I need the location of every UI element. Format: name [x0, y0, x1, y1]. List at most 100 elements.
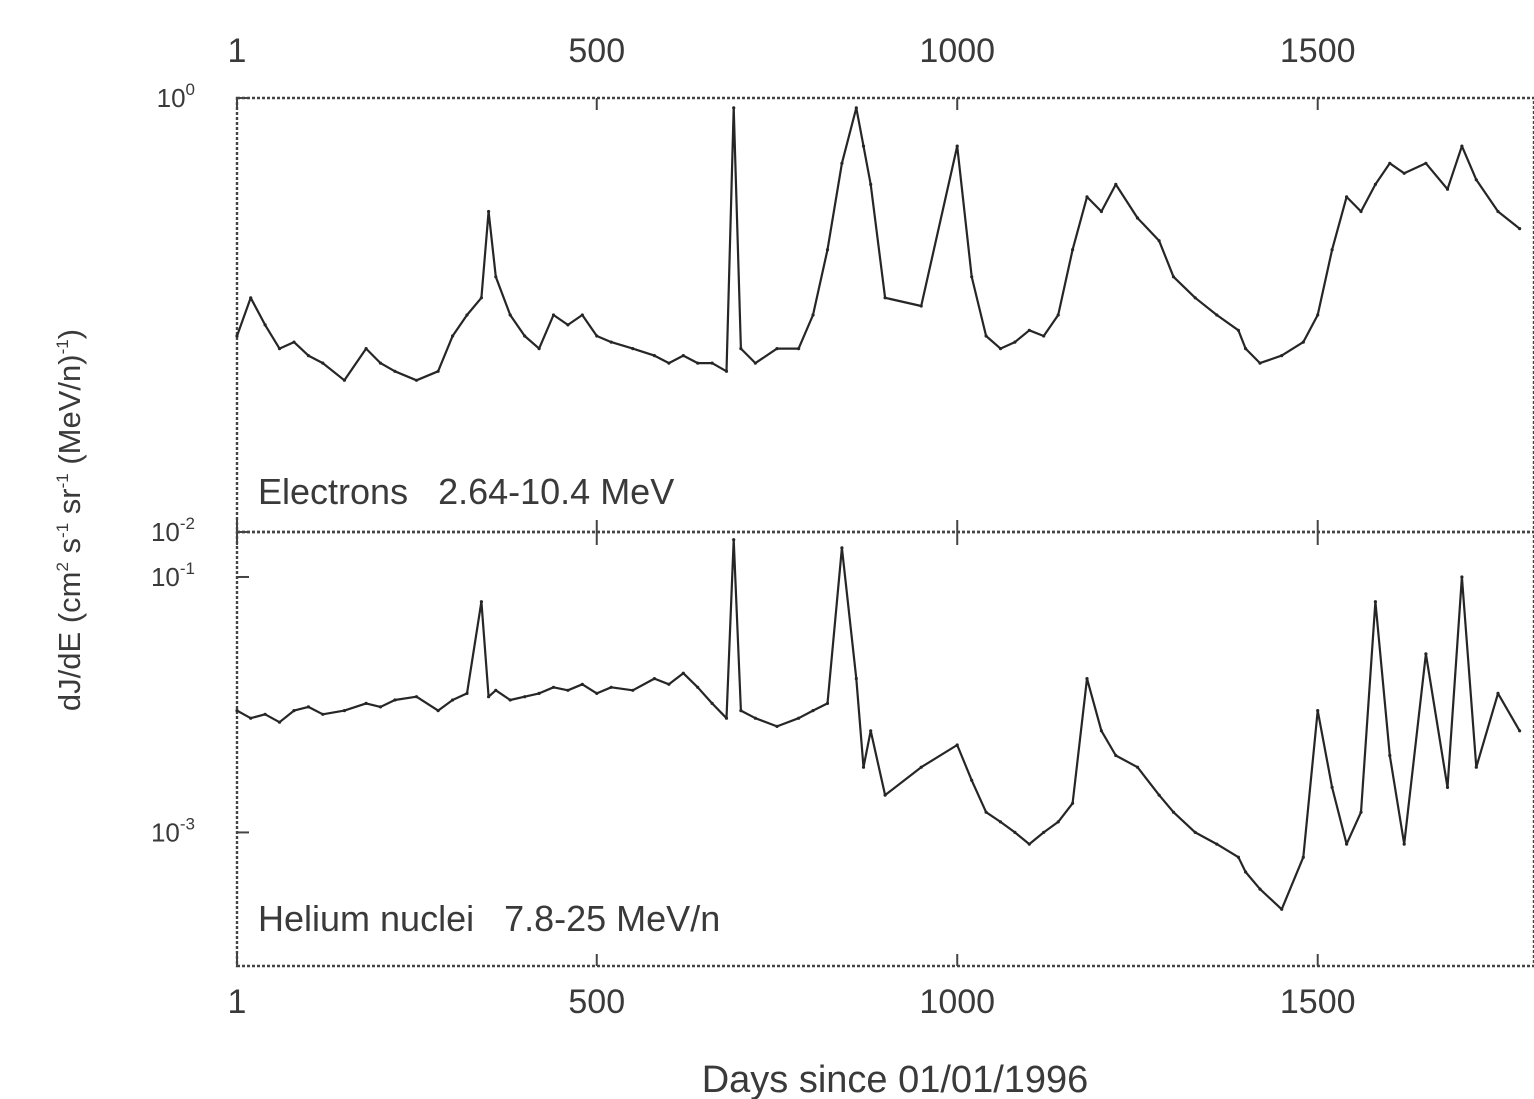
bottom-x-tick-label: 1: [228, 983, 247, 1021]
electrons-data-point: [710, 361, 714, 365]
y-axis-title: dJ/dE (cm2 s-1 sr-1 (MeV/n)-1): [52, 329, 87, 711]
helium-data-point: [1042, 830, 1046, 835]
helium-data-point: [739, 709, 743, 713]
electrons-data-point: [631, 347, 635, 351]
top-panel-frame: [235, 96, 1534, 534]
electrons-data-point: [494, 275, 498, 279]
electrons-data-point: [775, 347, 779, 351]
electrons-data-point: [436, 369, 440, 373]
electrons-data-point: [277, 347, 282, 351]
bottom-panel-frame: [235, 530, 1534, 968]
electrons-data-point: [1157, 239, 1161, 243]
electrons-y-tick-label: 100: [157, 80, 195, 113]
helium-data-point: [667, 682, 671, 686]
bottom-x-tick-label: 1000: [919, 983, 995, 1021]
electrons-data-point: [378, 361, 383, 365]
electrons-data-point: [1518, 227, 1522, 231]
electrons-data-point: [1496, 209, 1500, 214]
helium-data-point: [263, 712, 267, 716]
helium-data-point: [321, 712, 325, 716]
top-x-tick-labels: 1 500 1000 1500: [228, 32, 1356, 70]
helium-data-point: [1027, 842, 1031, 846]
electrons-data-point: [1402, 171, 1406, 175]
top-x-tick-label: 1000: [919, 32, 995, 70]
helium-data-point: [487, 695, 491, 699]
helium-data-point: [1135, 765, 1140, 769]
electrons-data-point: [811, 313, 815, 317]
helium-data-point: [775, 724, 779, 729]
helium-data-point: [292, 709, 296, 713]
helium-series: [235, 538, 1522, 911]
electrons-data-point: [667, 361, 671, 365]
electrons-data-point: [732, 106, 736, 110]
electrons-data-point: [1359, 209, 1363, 214]
electrons-data-point: [797, 347, 801, 351]
helium-data-point: [1460, 575, 1464, 579]
helium-y-tick-labels: 10-1 10-3: [151, 559, 249, 847]
electrons-data-point: [306, 354, 310, 358]
electrons-data-point: [753, 361, 758, 365]
electrons-data-point: [523, 334, 527, 338]
electrons-data-point: [609, 340, 613, 344]
helium-data-point: [1388, 753, 1392, 758]
helium-data-point: [1518, 729, 1522, 733]
electrons-data-point: [1135, 216, 1140, 220]
electrons-data-point: [998, 347, 1003, 351]
helium-data-point: [1359, 810, 1363, 814]
helium-data-point: [1071, 801, 1075, 805]
electrons-data-point: [739, 347, 743, 351]
helium-data-point: [1474, 765, 1478, 769]
helium-data-point: [436, 709, 440, 713]
electrons-data-point: [1424, 161, 1428, 165]
helium-data-point: [732, 538, 736, 542]
electrons-data-point: [825, 248, 830, 252]
electrons-data-point: [696, 361, 700, 365]
electrons-data-point: [652, 354, 657, 358]
electrons-data-point: [537, 347, 541, 351]
helium-data-point: [595, 691, 599, 696]
helium-data-point: [652, 677, 657, 681]
electrons-data-point: [984, 334, 988, 338]
x-axis-title: Days since 01/01/1996: [702, 1059, 1089, 1099]
helium-data-point: [1445, 785, 1450, 790]
electrons-data-point: [1042, 334, 1046, 338]
helium-data-point: [984, 810, 988, 814]
electrons-data-point: [869, 182, 873, 186]
helium-data-point: [609, 685, 613, 689]
electrons-data-point: [861, 144, 866, 148]
electrons-data-point: [292, 340, 296, 344]
helium-data-point: [753, 716, 758, 720]
electrons-data-point: [1316, 313, 1320, 317]
helium-data-point: [537, 691, 541, 696]
electrons-data-point: [1373, 182, 1377, 186]
helium-data-point: [1301, 855, 1305, 859]
electrons-data-point: [1056, 313, 1060, 317]
helium-data-point: [681, 671, 685, 675]
helium-data-point: [364, 701, 368, 706]
electrons-data-point: [479, 296, 483, 300]
x-tick-marks: [236, 98, 1319, 966]
electrons-data-point: [487, 209, 491, 214]
electrons-data-point: [342, 378, 346, 382]
electrons-data-point: [724, 369, 729, 373]
helium-data-point: [840, 546, 844, 550]
electrons-data-point: [1193, 296, 1197, 300]
electrons-data-point: [1071, 248, 1075, 252]
helium-data-point: [342, 709, 346, 713]
electrons-data-point: [1258, 361, 1262, 365]
electrons-data-point: [1345, 195, 1349, 199]
helium-data-point: [1345, 842, 1349, 846]
electrons-data-point: [1244, 347, 1248, 351]
helium-data-point: [393, 698, 397, 702]
helium-data-point: [869, 729, 873, 733]
bottom-x-tick-label: 1500: [1280, 983, 1356, 1021]
helium-data-point: [1316, 709, 1320, 713]
top-x-tick-label: 500: [568, 32, 625, 70]
electrons-series: [235, 106, 1522, 382]
helium-data-point: [861, 765, 866, 769]
helium-data-point: [1157, 793, 1161, 797]
electrons-y-tick-labels: 100 10-2: [151, 80, 249, 547]
helium-series-line: [236, 538, 1521, 911]
electrons-data-point: [249, 296, 253, 300]
bottom-x-tick-labels: 1 500 1000 1500: [228, 983, 1356, 1021]
